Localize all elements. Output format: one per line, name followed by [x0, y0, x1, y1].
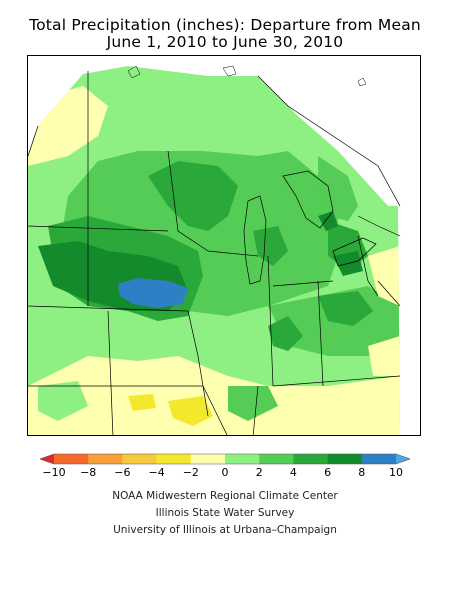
legend-tick-label: 6 [324, 466, 331, 479]
lake-erie [332, 237, 377, 267]
legend-tick-label: −6 [114, 466, 130, 479]
field-dry-yellow-a [168, 396, 213, 426]
field-dry-yellow-b [128, 394, 156, 411]
legend-tick-label: 8 [358, 466, 365, 479]
map-title: Total Precipitation (inches): Departure … [29, 16, 421, 34]
island-outline-3 [357, 77, 367, 87]
legend-tick-label: −10 [42, 466, 65, 479]
legend-tick-labels: −10 −8 −6 −4 −2 0 2 4 6 8 10 [42, 466, 403, 479]
legend-bin [156, 454, 192, 464]
legend-bin [122, 454, 157, 464]
legend-bin [293, 454, 328, 464]
legend-bin [225, 454, 260, 464]
field-green-south [228, 386, 278, 421]
lake-huron [282, 170, 334, 229]
legend-tick-label: −2 [183, 466, 199, 479]
legend-tick-label: 2 [256, 466, 263, 479]
legend-bin [396, 454, 410, 464]
northeast-coastline [257, 75, 401, 207]
map-date-range: June 1, 2010 to June 30, 2010 [106, 33, 344, 51]
state-borders [28, 71, 401, 435]
field-dry-northeast [368, 246, 400, 306]
island-outline-1 [127, 65, 141, 79]
legend-tick-label: 10 [389, 466, 403, 479]
legend-bars [40, 453, 410, 465]
field-green-southwest [38, 381, 88, 421]
legend-tick-label: −8 [80, 466, 96, 479]
field-dry-south [28, 356, 400, 435]
field-4-6-michigan [253, 226, 288, 266]
legend-outline [40, 453, 410, 465]
ontario-coast [357, 215, 401, 237]
field-4-6-wisconsin [148, 161, 238, 231]
legend-bin [54, 454, 89, 464]
legend-tick-label: 0 [222, 466, 229, 479]
legend-bin [88, 454, 123, 464]
legend-tick-label: −4 [148, 466, 164, 479]
color-legend: −10 −8 −6 −4 −2 0 2 4 6 8 10 [40, 453, 410, 479]
credit-line-1: NOAA Midwestern Regional Climate Center [112, 490, 338, 502]
field-6-8-lakes [318, 211, 338, 231]
credit-line-2: Illinois State Water Survey [155, 507, 295, 519]
field-4-6-ohio [318, 291, 373, 326]
field-8-10-iowa [118, 278, 188, 308]
field-4-6-illinois [268, 316, 303, 351]
lake-michigan [243, 195, 267, 285]
legend-bin [361, 454, 397, 464]
island-outline-2 [222, 65, 237, 77]
precip-fields [28, 66, 400, 435]
field-dry-kentucky [368, 336, 400, 376]
precipitation-map [27, 55, 421, 436]
legend-bin [259, 454, 294, 464]
legend-tick-label: 4 [290, 466, 297, 479]
legend-bin [190, 454, 226, 464]
credit-line-3: University of Illinois at Urbana–Champai… [113, 524, 337, 536]
field-2-4-east-canada [318, 156, 358, 221]
legend-bin [40, 454, 54, 464]
legend-bin [327, 454, 363, 464]
map-svg [28, 65, 401, 435]
